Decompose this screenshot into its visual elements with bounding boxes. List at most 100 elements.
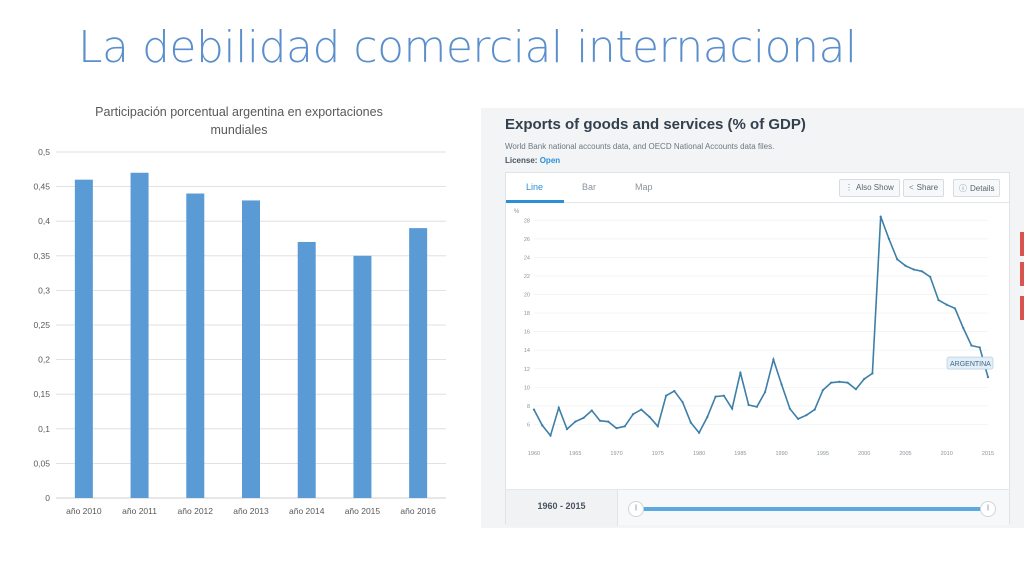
- data-point: [879, 215, 882, 218]
- series-line-argentina: [533, 216, 989, 438]
- wb-y-tick-label: 10: [524, 385, 530, 391]
- data-point: [962, 326, 965, 330]
- wb-y-tick-label: 18: [524, 311, 530, 317]
- bar-y-tick-label: 0,4: [38, 216, 50, 226]
- slide-title: La debilidad comercial internacional: [78, 22, 857, 73]
- wb-license-label: License:: [505, 156, 538, 165]
- world-bank-panel: Exports of goods and services (% of GDP)…: [481, 108, 1024, 528]
- data-point: [631, 413, 635, 416]
- data-point: [541, 424, 544, 427]
- data-point: [863, 377, 866, 381]
- data-point: [912, 268, 915, 271]
- wb-chart-title: Exports of goods and services (% of GDP): [505, 116, 806, 133]
- share-label: Share: [916, 183, 939, 192]
- slider-handle-start[interactable]: ||: [628, 501, 644, 517]
- data-point: [648, 415, 651, 419]
- data-point: [953, 307, 957, 310]
- data-point: [830, 381, 833, 384]
- bar-y-tick-label: 0,05: [33, 458, 50, 468]
- data-point: [805, 414, 808, 417]
- wb-tab-bar: Line Bar Map ⋮ Also Show < Share ⓘ Details: [506, 173, 1009, 203]
- wb-x-tick-label: 2005: [899, 451, 911, 457]
- bar-y-tick-label: 0,1: [38, 424, 50, 434]
- bar-x-tick-label: año 2012: [178, 506, 214, 516]
- bar-y-tick-label: 0,35: [33, 251, 50, 261]
- data-point: [797, 417, 800, 420]
- data-point: [788, 407, 791, 410]
- data-point: [664, 394, 668, 397]
- data-point: [978, 346, 981, 349]
- data-point: [937, 298, 940, 302]
- bar-y-tick-label: 0,45: [33, 182, 50, 192]
- data-point: [565, 427, 569, 431]
- wb-y-tick-label: 16: [524, 330, 530, 336]
- tab-line[interactable]: Line: [526, 182, 544, 192]
- wb-x-tick-label: 1960: [528, 451, 540, 457]
- wb-y-tick-label: 24: [524, 255, 530, 261]
- data-point: [945, 303, 948, 306]
- bar: [130, 172, 149, 498]
- bar-y-tick-label: 0,2: [38, 355, 50, 365]
- wb-license-link[interactable]: Open: [539, 156, 561, 165]
- wb-x-tick-label: 1995: [817, 451, 829, 457]
- also-show-button[interactable]: ⋮ Also Show: [839, 179, 900, 197]
- wb-source: World Bank national accounts data, and O…: [505, 142, 775, 151]
- data-point: [970, 344, 973, 347]
- data-point: [681, 401, 684, 404]
- bar-y-tick-label: 0,25: [33, 320, 50, 330]
- info-icon: ⓘ: [959, 184, 967, 193]
- data-point: [590, 409, 593, 412]
- data-point: [532, 408, 536, 411]
- data-point: [640, 408, 643, 411]
- data-point: [615, 427, 618, 430]
- data-point: [623, 425, 626, 428]
- data-point: [557, 406, 560, 409]
- data-point: [838, 380, 841, 383]
- bar: [409, 228, 428, 498]
- edge-marker: [1020, 262, 1024, 286]
- wb-y-tick-label: 12: [524, 367, 530, 373]
- series-tag-box: [946, 356, 994, 370]
- wb-x-tick-label: 2000: [858, 451, 870, 457]
- wb-x-tick-label: 1985: [734, 451, 746, 457]
- bar-y-tick-label: 0: [45, 493, 50, 503]
- year-range-slider[interactable]: [636, 507, 988, 511]
- share-button[interactable]: < Share: [903, 179, 945, 197]
- data-point: [772, 358, 775, 361]
- data-point: [846, 381, 849, 384]
- data-point: [582, 416, 585, 420]
- bar-chart-title-line-1: Participación porcentual argentina en ex…: [95, 105, 383, 119]
- edge-marker: [1020, 296, 1024, 320]
- data-point: [764, 390, 767, 394]
- data-point: [689, 421, 692, 424]
- bar-y-tick-label: 0,5: [38, 147, 50, 157]
- wb-y-tick-label: 20: [524, 293, 530, 299]
- data-point: [673, 389, 676, 393]
- data-point: [549, 434, 552, 437]
- details-button[interactable]: ⓘ Details: [953, 179, 1001, 197]
- wb-x-tick-label: 1980: [693, 451, 705, 457]
- data-point: [755, 405, 758, 408]
- wb-x-tick-label: 1970: [610, 451, 622, 457]
- wb-x-tick-label: 2010: [941, 451, 953, 457]
- tab-map[interactable]: Map: [635, 182, 653, 192]
- data-point: [656, 425, 659, 428]
- data-point: [706, 415, 709, 419]
- slider-handle-end[interactable]: ||: [980, 501, 996, 517]
- wb-y-tick-label: 14: [524, 348, 530, 354]
- also-show-label: Also Show: [856, 183, 894, 192]
- bar: [242, 200, 260, 498]
- series-tag-label: ARGENTINA: [950, 361, 991, 368]
- bar-x-tick-label: año 2016: [400, 506, 436, 516]
- bar-x-tick-label: año 2013: [233, 506, 269, 516]
- wb-y-tick-label: 26: [524, 237, 530, 243]
- data-point: [780, 383, 783, 386]
- bar-x-tick-label: año 2015: [345, 506, 381, 516]
- data-point: [854, 388, 858, 391]
- year-range-label: 1960 - 2015: [506, 490, 618, 526]
- data-point: [896, 258, 899, 261]
- wb-y-tick-label: 28: [524, 218, 530, 224]
- data-point: [821, 389, 825, 392]
- tab-bar[interactable]: Bar: [582, 182, 597, 192]
- data-point: [697, 431, 701, 434]
